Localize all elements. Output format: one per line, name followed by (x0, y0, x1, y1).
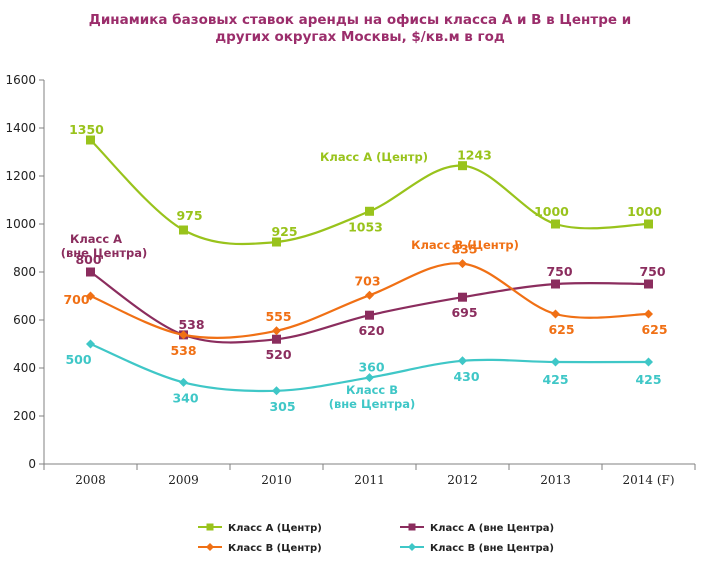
data-label: 695 (451, 305, 477, 320)
data-label: 1000 (627, 204, 662, 219)
data-point-marker (644, 309, 653, 319)
data-point-marker (458, 292, 467, 302)
data-point-marker (272, 386, 281, 396)
data-label: 340 (172, 390, 198, 405)
legend-swatch-marker (408, 523, 416, 531)
data-point-marker (86, 291, 95, 301)
data-point-marker (365, 310, 374, 320)
series-annotation: (вне Центра) (329, 397, 416, 411)
data-label: 430 (453, 369, 479, 384)
y-tick-label: 0 (28, 457, 36, 471)
legend-item: Класс А (Центр) (198, 523, 322, 534)
x-tick-label: 2008 (75, 473, 106, 487)
series-annotation: Класс А (Центр) (320, 150, 428, 164)
legend-item: Класс В (Центр) (198, 543, 322, 554)
legend-swatch-marker (408, 543, 416, 551)
data-label: 700 (63, 292, 89, 307)
y-tick-label: 1400 (5, 121, 36, 135)
data-point-marker (458, 161, 467, 171)
data-point-marker (365, 206, 374, 216)
legend-swatch-marker (206, 543, 214, 551)
data-label: 305 (269, 399, 295, 414)
data-point-marker (272, 334, 281, 344)
data-point-marker (86, 135, 95, 145)
data-label: 625 (641, 322, 667, 337)
data-label: 555 (265, 309, 291, 324)
y-tick-label: 1600 (5, 73, 36, 87)
data-label: 360 (358, 360, 384, 375)
data-point-marker (86, 339, 95, 349)
data-point-marker (551, 279, 560, 289)
series-annotation: Класс В (Центр) (411, 238, 519, 252)
data-point-marker (458, 356, 467, 366)
data-label: 538 (178, 317, 204, 332)
data-label: 925 (271, 224, 297, 239)
data-point-marker (272, 237, 281, 247)
data-point-marker (179, 377, 188, 387)
data-point-marker (86, 267, 95, 277)
chart-title: Динамика базовых ставок аренды на офисы … (88, 12, 632, 45)
series-4: 500 340 305 360 430 425 425 (65, 339, 662, 414)
data-label: 1243 (457, 148, 492, 163)
data-label: 625 (548, 322, 574, 337)
legend-label: Класс А (вне Центра) (430, 523, 554, 534)
data-label: 620 (358, 323, 384, 338)
x-tick-label: 2012 (447, 473, 478, 487)
y-tick-label: 200 (13, 409, 36, 423)
series-annotation: (вне Центра) (61, 246, 148, 260)
legend-label: Класс В (Центр) (228, 543, 322, 554)
data-label: 800 (75, 252, 101, 267)
data-label: 1000 (534, 204, 569, 219)
data-label: 538 (170, 343, 196, 358)
data-label: 425 (542, 372, 568, 387)
legend: Класс А (Центр) Класс А (вне Центра) Класс… (198, 523, 554, 554)
series-3: 700 538 555 703 835 625 625 (63, 242, 667, 358)
series-1: 1350 975 925 1053 1243 1000 1000 (69, 122, 662, 247)
legend-label: Класс В (вне Центра) (430, 543, 554, 554)
legend-swatch-marker (206, 523, 214, 531)
data-label: 750 (546, 264, 572, 279)
x-tick-label: 2011 (354, 473, 385, 487)
legend-item: Класс А (вне Центра) (400, 523, 554, 534)
data-label: 1053 (348, 219, 383, 234)
y-tick-label: 1000 (5, 217, 36, 231)
series-annotation: Класс В (346, 383, 398, 397)
data-label: 750 (639, 264, 665, 279)
x-tick-label: 2013 (540, 473, 571, 487)
y-tick-label: 1200 (5, 169, 36, 183)
x-tick-label: 2009 (168, 473, 199, 487)
series-annotation: Класс А (70, 232, 122, 246)
data-point-marker (551, 309, 560, 319)
data-point-marker (179, 225, 188, 235)
y-tick-label: 400 (13, 361, 36, 375)
data-point-marker (365, 290, 374, 300)
data-point-marker (365, 373, 374, 383)
data-point-marker (458, 259, 467, 269)
data-label: 1350 (69, 122, 104, 137)
data-point-marker (644, 219, 653, 229)
x-tick-label: 2010 (261, 473, 292, 487)
legend-item: Класс В (вне Центра) (400, 543, 554, 554)
data-label: 520 (265, 347, 291, 362)
series-2: 800 538 520 620 695 750 750 (75, 252, 665, 362)
data-point-marker (644, 279, 653, 289)
data-point-marker (272, 326, 281, 336)
x-tick-label: 2014 (F) (622, 473, 674, 487)
legend-label: Класс А (Центр) (228, 523, 322, 534)
data-point-marker (551, 357, 560, 367)
data-label: 500 (65, 352, 91, 367)
data-point-marker (644, 357, 653, 367)
data-label: 835 (451, 242, 477, 257)
data-point-marker (551, 219, 560, 229)
data-label: 425 (635, 372, 661, 387)
y-tick-label: 600 (13, 313, 36, 327)
data-label: 703 (354, 273, 380, 288)
data-point-marker (179, 330, 188, 340)
data-label: 975 (176, 208, 202, 223)
y-tick-label: 800 (13, 265, 36, 279)
